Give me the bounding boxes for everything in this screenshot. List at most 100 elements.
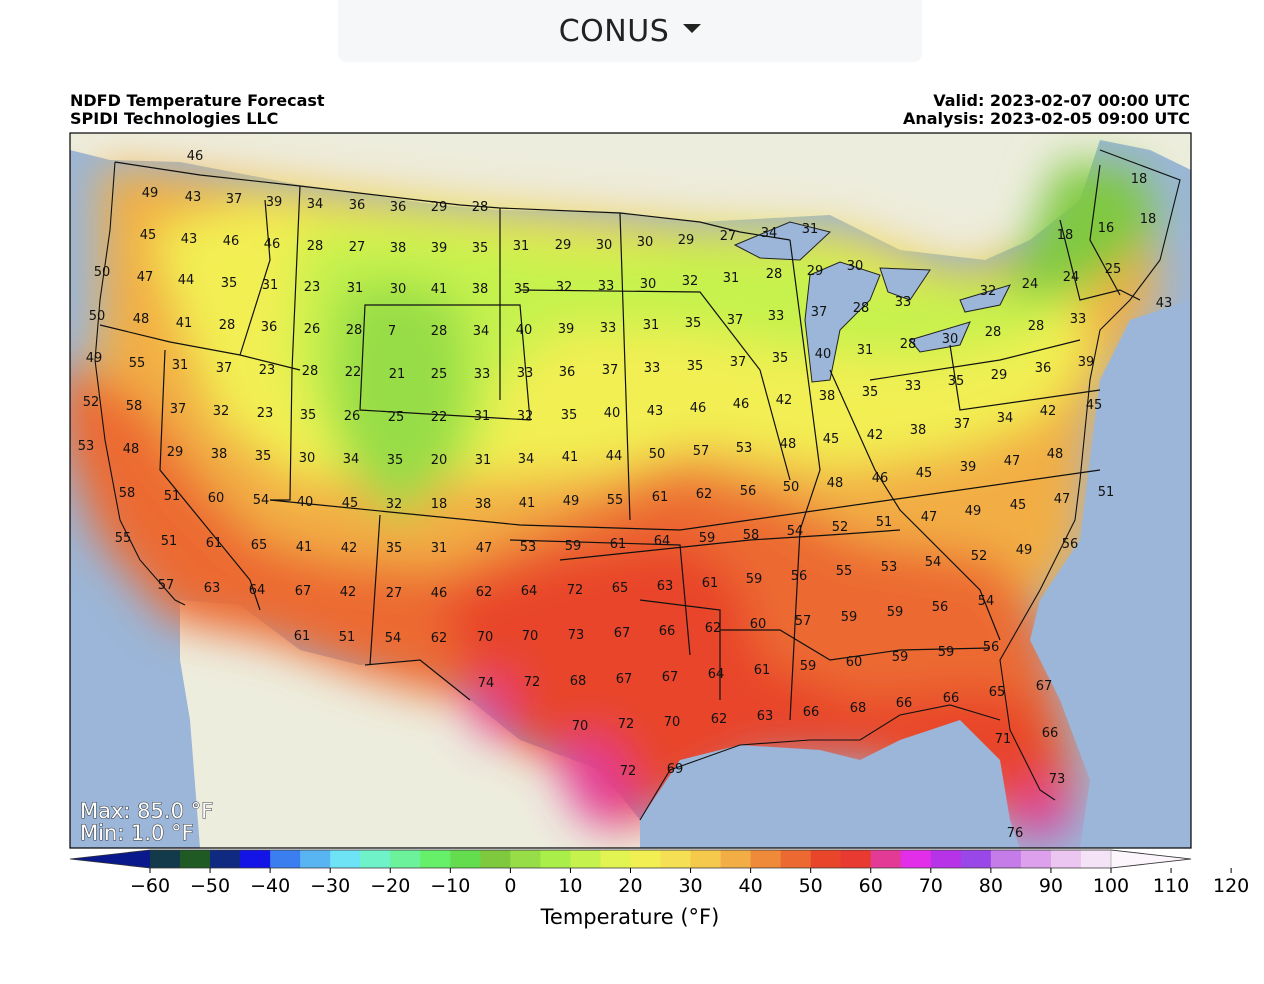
temp-label: 41 bbox=[431, 282, 448, 297]
temp-label: 59 bbox=[800, 659, 817, 674]
temp-label: 37 bbox=[811, 305, 828, 320]
temp-label: 30 bbox=[847, 259, 864, 274]
temp-label: 37 bbox=[216, 361, 233, 376]
colorbar-segment bbox=[990, 850, 1022, 868]
temp-label: 53 bbox=[736, 441, 753, 456]
temp-label: 51 bbox=[161, 534, 178, 549]
temp-label: 54 bbox=[925, 555, 942, 570]
temp-label: 30 bbox=[390, 282, 407, 297]
temp-label: 33 bbox=[474, 367, 491, 382]
temp-label: 27 bbox=[349, 240, 366, 255]
canada-land bbox=[70, 133, 1191, 260]
temp-label: 38 bbox=[910, 423, 927, 438]
temp-label: 66 bbox=[896, 696, 913, 711]
temp-label: 35 bbox=[300, 408, 317, 423]
temp-label: 67 bbox=[614, 626, 631, 641]
temp-label: 16 bbox=[1098, 221, 1115, 236]
colorbar-segment bbox=[540, 850, 571, 868]
temp-label: 61 bbox=[652, 490, 669, 505]
temp-label: 34 bbox=[761, 226, 778, 241]
colorbar-segment bbox=[330, 850, 361, 868]
temp-label: 32 bbox=[213, 404, 230, 419]
temp-label: 59 bbox=[887, 605, 904, 620]
temp-label: 49 bbox=[965, 504, 982, 519]
min-stat: Min: 1.0 °F bbox=[80, 821, 194, 845]
temp-label: 20 bbox=[431, 453, 448, 468]
temp-label: 28 bbox=[472, 200, 489, 215]
colorbar-segment bbox=[1050, 850, 1082, 868]
temp-label: 45 bbox=[342, 496, 359, 511]
temp-label: 31 bbox=[802, 222, 819, 237]
colorbar-segment bbox=[780, 850, 812, 868]
temp-label: 30 bbox=[637, 235, 654, 250]
colorbar-max-extend bbox=[1110, 849, 1192, 869]
temp-label: 66 bbox=[659, 624, 676, 639]
temp-label: 66 bbox=[803, 705, 820, 720]
temp-label: 37 bbox=[226, 192, 243, 207]
temp-label: 47 bbox=[137, 270, 154, 285]
temp-label: 63 bbox=[657, 579, 674, 594]
temp-label: 53 bbox=[520, 540, 537, 555]
temp-label: 56 bbox=[791, 569, 808, 584]
colorbar-segment bbox=[630, 850, 662, 868]
temp-label: 36 bbox=[349, 198, 366, 213]
temp-label: 43 bbox=[181, 232, 198, 247]
temp-label: 31 bbox=[643, 318, 660, 333]
temp-label: 33 bbox=[600, 321, 617, 336]
temp-label: 28 bbox=[431, 324, 448, 339]
temp-label: 73 bbox=[568, 628, 585, 643]
region-select[interactable]: CONUS bbox=[338, 0, 922, 62]
colorbar-title: Temperature (°F) bbox=[540, 905, 720, 929]
colorbar-segment bbox=[1080, 850, 1112, 868]
temp-label: 59 bbox=[892, 650, 909, 665]
temp-label: 42 bbox=[867, 428, 884, 443]
temp-label: 30 bbox=[299, 451, 316, 466]
temp-label: 54 bbox=[385, 631, 402, 646]
temp-label: 26 bbox=[344, 409, 361, 424]
temp-label: 40 bbox=[297, 495, 314, 510]
temp-label: 69 bbox=[667, 762, 684, 777]
temp-label: 39 bbox=[960, 460, 977, 475]
temp-label: 62 bbox=[696, 487, 713, 502]
temp-label: 50 bbox=[94, 265, 111, 280]
temp-label: 28 bbox=[219, 318, 236, 333]
colorbar-segment bbox=[450, 850, 481, 868]
temp-label: 53 bbox=[881, 560, 898, 575]
temp-label: 51 bbox=[339, 630, 356, 645]
temp-label: 45 bbox=[823, 432, 840, 447]
temp-label: 23 bbox=[257, 406, 274, 421]
temp-label: 61 bbox=[206, 536, 223, 551]
temp-label: 32 bbox=[386, 497, 403, 512]
temp-label: 44 bbox=[606, 449, 623, 464]
temp-label: 37 bbox=[730, 355, 747, 370]
temp-label: 54 bbox=[978, 594, 995, 609]
temp-label: 46 bbox=[264, 237, 281, 252]
colorbar-tick-label: −60 bbox=[130, 875, 170, 897]
colorbar-segment bbox=[360, 850, 391, 868]
temp-label: 35 bbox=[514, 282, 531, 297]
temp-label: 41 bbox=[519, 496, 536, 511]
temp-label: 45 bbox=[916, 466, 933, 481]
temp-label: 28 bbox=[853, 301, 870, 316]
map-header-left: NDFD Temperature Forecast SPIDI Technolo… bbox=[70, 92, 325, 128]
temp-label: 35 bbox=[561, 408, 578, 423]
temp-label: 43 bbox=[1156, 296, 1173, 311]
temp-label: 72 bbox=[567, 583, 584, 598]
temp-label: 33 bbox=[768, 309, 785, 324]
temp-label: 26 bbox=[304, 322, 321, 337]
temp-label: 34 bbox=[307, 197, 324, 212]
temp-label: 29 bbox=[678, 233, 695, 248]
temp-label: 57 bbox=[693, 444, 710, 459]
temp-label: 72 bbox=[620, 764, 637, 779]
caret-down-icon[interactable] bbox=[683, 23, 702, 33]
temp-label: 18 bbox=[431, 497, 448, 512]
temp-label: 46 bbox=[733, 397, 750, 412]
temp-label: 54 bbox=[253, 493, 270, 508]
temp-label: 46 bbox=[187, 149, 204, 164]
temp-label: 57 bbox=[158, 578, 175, 593]
temp-label: 41 bbox=[176, 316, 193, 331]
great-lakes bbox=[733, 221, 1011, 383]
temp-label: 30 bbox=[596, 238, 613, 253]
temp-label: 55 bbox=[115, 531, 132, 546]
temp-label: 38 bbox=[475, 497, 492, 512]
